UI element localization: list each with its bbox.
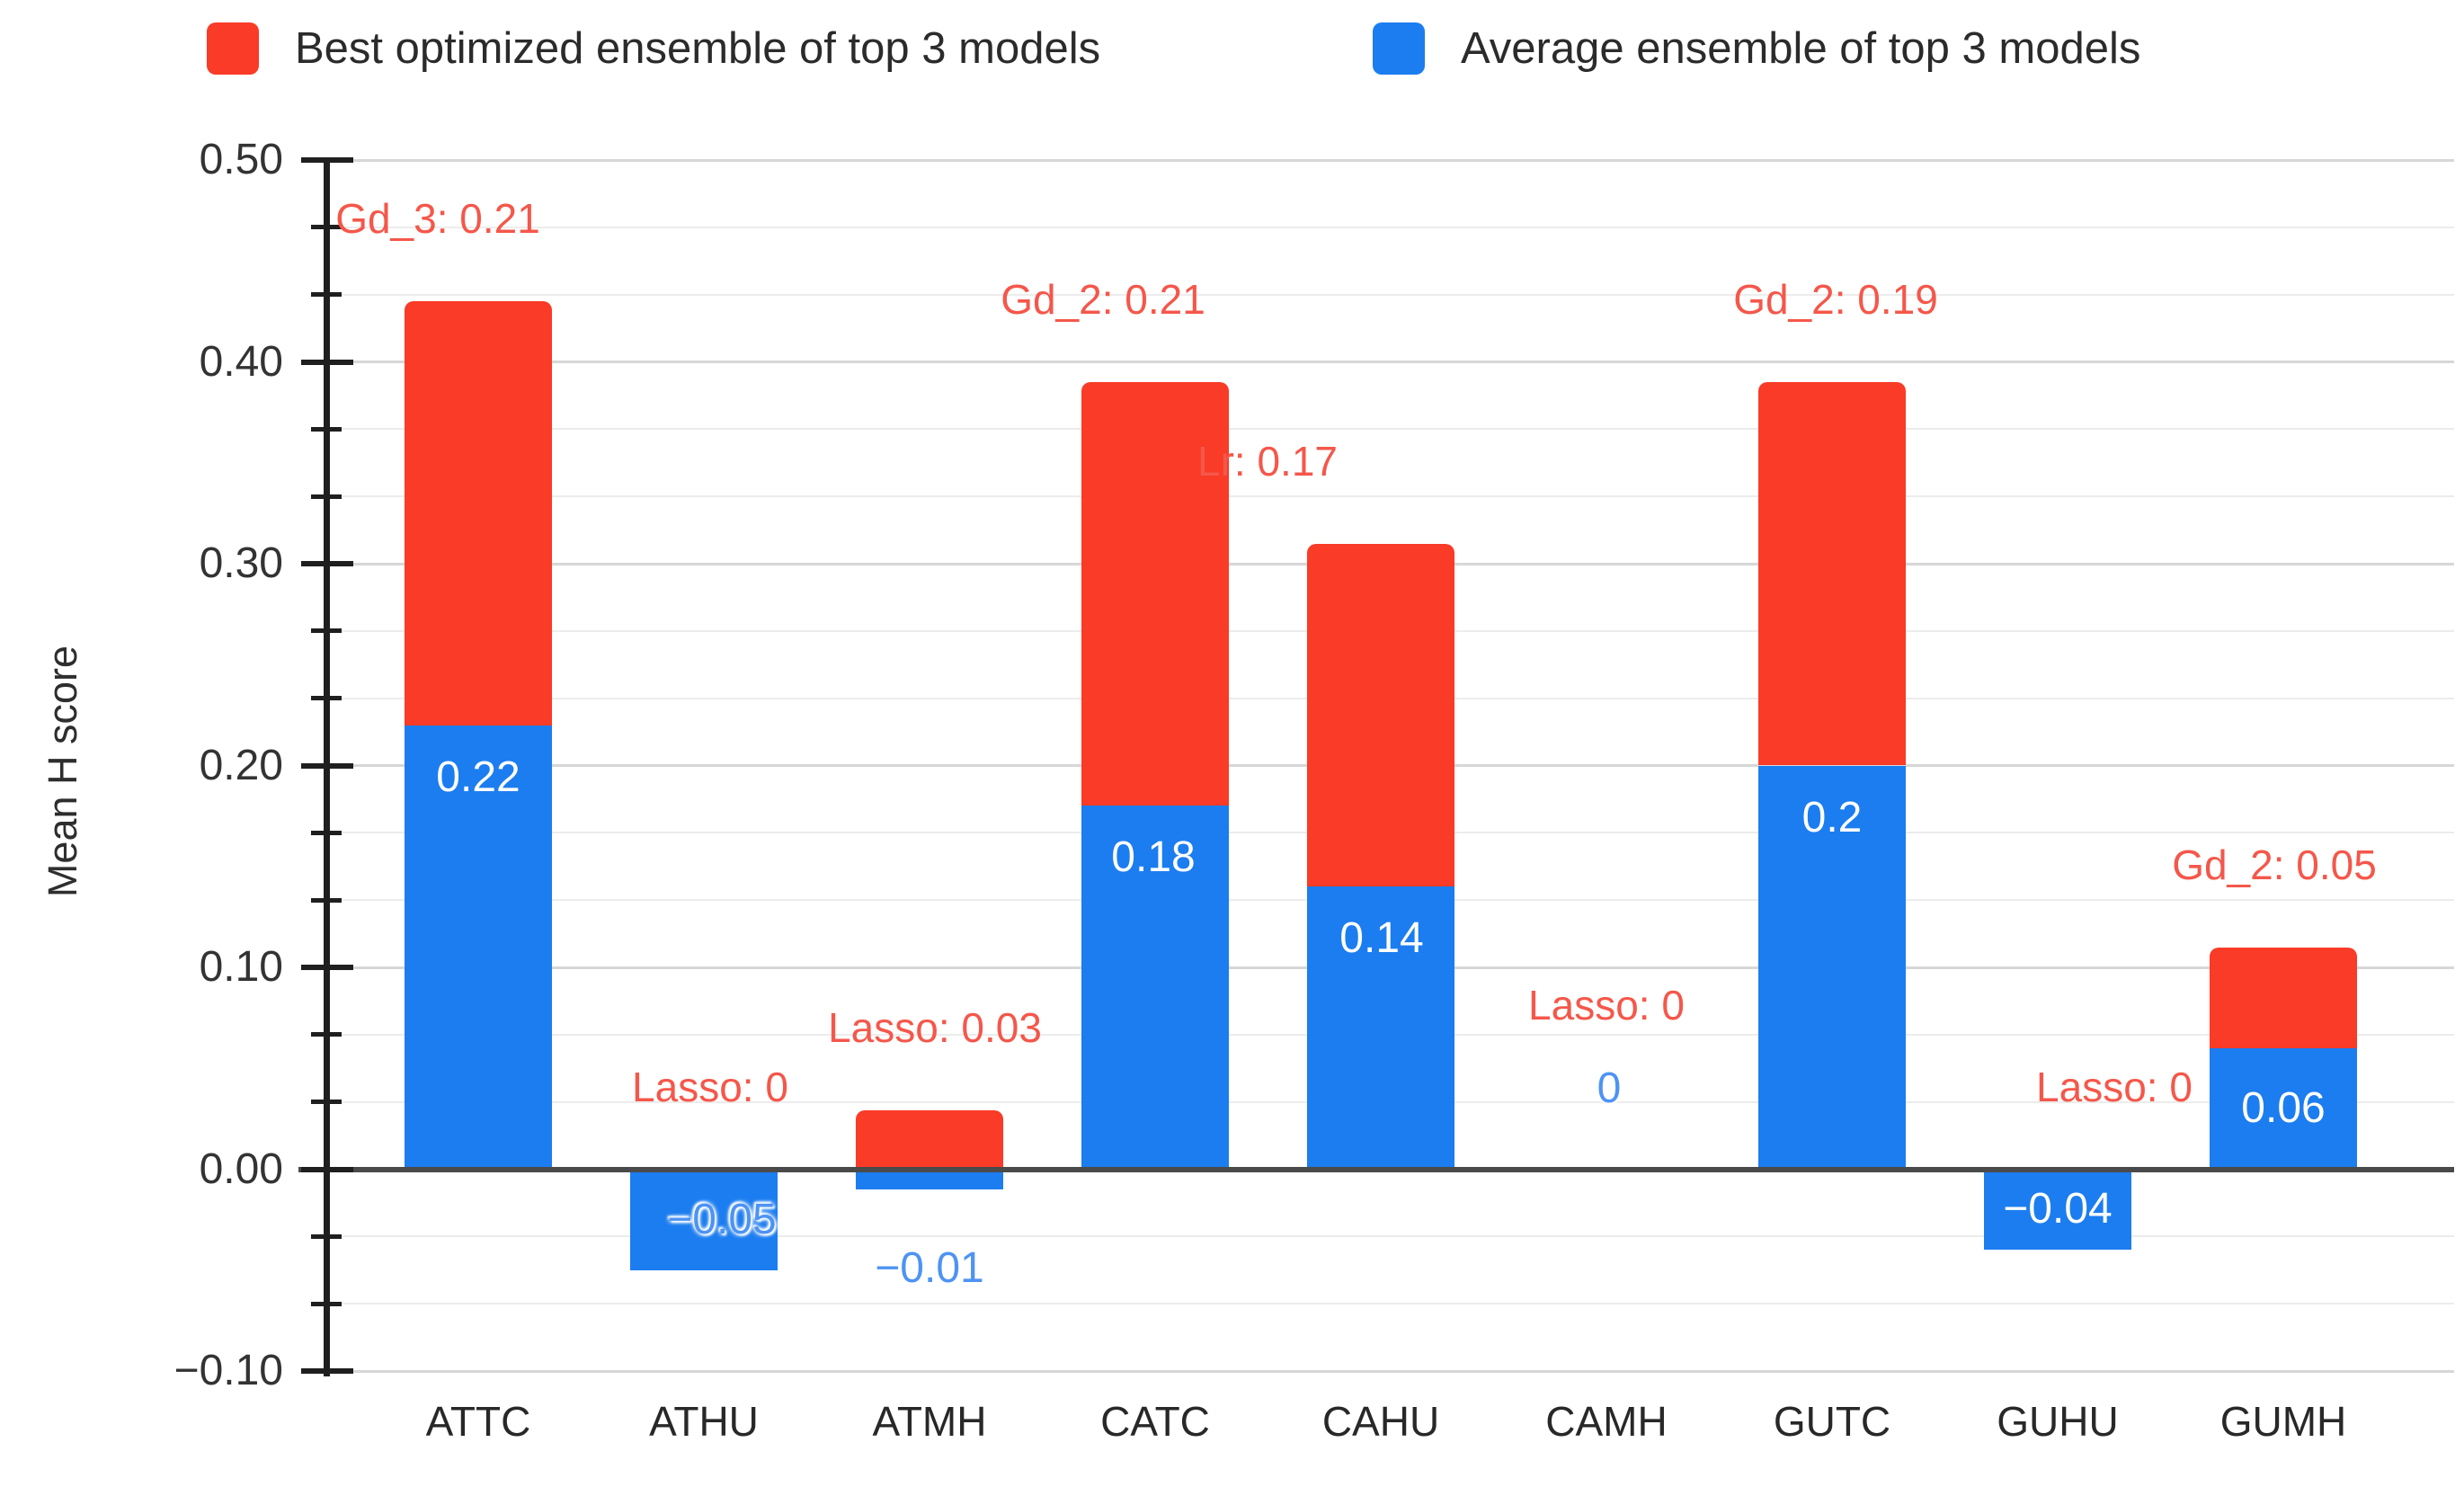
y-minor-tick: [311, 696, 342, 701]
data-label-average-GUMH: 0.06: [2241, 1084, 2326, 1133]
y-minor-tick: [311, 628, 342, 634]
y-tick-label: 0.10: [199, 943, 283, 991]
minor-gridline: [324, 1303, 2454, 1305]
data-label-average-GUTC: 0.2: [1801, 793, 1863, 841]
y-tick-label: −0.10: [173, 1347, 283, 1394]
bar-segment-best-GUTC: [1758, 381, 1906, 766]
y-major-tick: [301, 1166, 353, 1172]
x-category-label-GUTC: GUTC: [1773, 1398, 1891, 1445]
major-gridline: [324, 1369, 2454, 1373]
legend-swatch-red: [207, 22, 259, 75]
y-minor-tick: [311, 292, 342, 298]
legend-label-best-optimized: Best optimized ensemble of top 3 models: [295, 24, 1101, 73]
y-tick-label: 0.40: [199, 337, 283, 386]
data-label-average-ATTC: 0.22: [436, 752, 520, 801]
legend-swatch-blue: [1373, 22, 1425, 75]
bar-segment-best-ATTC: [405, 301, 552, 726]
bar-segment-average-GUMH: [2210, 1047, 2357, 1170]
y-tick-label: 0.00: [199, 1144, 283, 1193]
y-tick-label: 0.30: [199, 539, 283, 587]
y-minor-tick: [311, 426, 342, 432]
minor-gridline: [324, 495, 2454, 498]
y-major-tick: [301, 157, 353, 163]
data-label-average-GUHU: −0.04: [2003, 1185, 2113, 1233]
minor-gridline: [324, 293, 2454, 296]
minor-gridline: [324, 1235, 2454, 1238]
legend-item-average: Average ensemble of top 3 models: [1373, 22, 2140, 75]
bar-segment-average-GUTC: [1758, 765, 1906, 1170]
y-major-tick: [301, 1368, 353, 1374]
minor-gridline: [324, 428, 2454, 431]
annotation-best-ATTC: Gd_3: 0.21: [335, 195, 540, 243]
bar-segment-best-ATMH: [856, 1110, 1003, 1170]
bar-segment-best-CATC: [1081, 381, 1229, 806]
data-label-average-CAHU: 0.14: [1339, 914, 1424, 963]
y-minor-tick: [311, 1233, 342, 1239]
y-major-tick: [301, 762, 353, 769]
x-category-label-GUMH: GUMH: [2219, 1398, 2347, 1445]
y-minor-tick: [311, 494, 342, 499]
bar-segment-average-ATMH: [856, 1169, 1003, 1189]
y-tick-label: 0.50: [199, 136, 283, 183]
annotation-best-CAHU: Lr: 0.17: [1197, 437, 1338, 485]
y-axis-line: [324, 160, 330, 1376]
data-label-average-CAMH: 0: [1597, 1064, 1622, 1112]
bar-segment-best-GUMH: [2210, 947, 2357, 1048]
y-minor-tick: [311, 830, 342, 835]
y-minor-tick: [311, 1032, 342, 1037]
annotation-best-GUHU: Lasso: 0: [2036, 1063, 2193, 1110]
bar-segment-average-CAHU: [1307, 886, 1454, 1170]
bar-segment-best-CAHU: [1307, 543, 1454, 887]
x-category-label-CAMH: CAMH: [1545, 1398, 1668, 1445]
y-minor-tick: [311, 225, 342, 230]
annotation-best-ATHU: Lasso: 0: [632, 1063, 788, 1110]
y-tick-label: 0.20: [199, 741, 283, 789]
x-category-label-ATMH: ATMH: [872, 1398, 987, 1445]
bar-segment-average-ATHU: [630, 1169, 778, 1270]
annotation-best-GUTC: Gd_2: 0.19: [1733, 275, 1938, 323]
bar-segment-average-ATTC: [405, 725, 552, 1170]
data-label-average-CATC: 0.18: [1111, 833, 1196, 882]
y-major-tick: [301, 561, 353, 566]
y-minor-tick: [311, 1301, 342, 1306]
minor-gridline: [324, 226, 2454, 228]
annotation-best-CAMH: Lasso: 0: [1528, 981, 1685, 1028]
x-category-label-ATHU: ATHU: [649, 1398, 759, 1445]
x-category-label-ATTC: ATTC: [425, 1398, 531, 1445]
zero-baseline: [298, 1166, 2454, 1172]
data-label-average-ATHU: −0.05: [667, 1195, 777, 1243]
annotation-best-CATC: Gd_2: 0.21: [1001, 275, 1205, 323]
major-gridline: [324, 361, 2454, 363]
legend-item-best-optimized: Best optimized ensemble of top 3 models: [207, 22, 1100, 75]
x-category-label-GUHU: GUHU: [1997, 1398, 2119, 1445]
major-gridline: [324, 158, 2454, 162]
y-major-tick: [301, 359, 353, 365]
annotation-best-GUMH: Gd_2: 0.05: [2172, 841, 2377, 888]
annotation-best-ATMH: Lasso: 0.03: [828, 1004, 1042, 1052]
bar-segment-average-CATC: [1081, 806, 1229, 1170]
legend-label-average: Average ensemble of top 3 models: [1461, 24, 2141, 73]
x-category-label-CATC: CATC: [1100, 1398, 1210, 1445]
y-major-tick: [301, 965, 353, 970]
y-minor-tick: [311, 897, 342, 903]
x-category-label-CAHU: CAHU: [1321, 1398, 1440, 1445]
data-label-average-ATMH: −0.01: [875, 1243, 984, 1292]
y-minor-tick: [311, 1100, 342, 1105]
bar-segment-average-GUHU: [1984, 1169, 2131, 1251]
